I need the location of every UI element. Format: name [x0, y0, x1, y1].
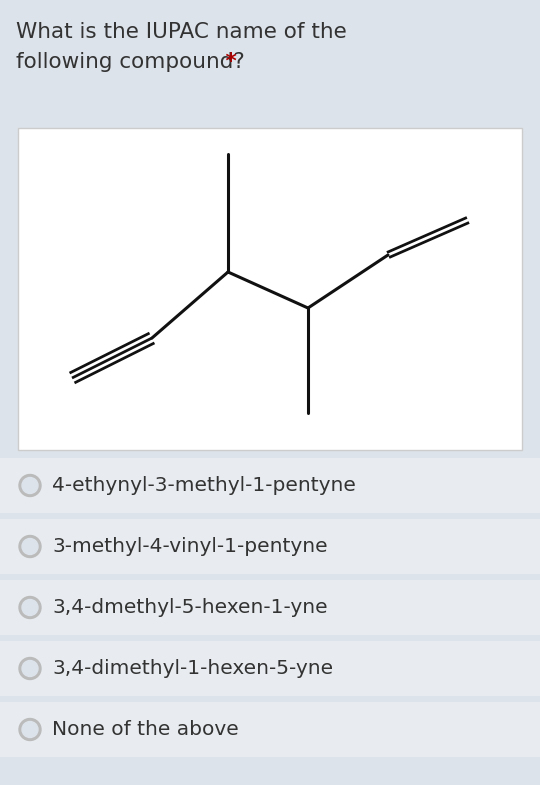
Text: None of the above: None of the above — [52, 720, 239, 739]
Text: 3-methyl-4-vinyl-1-pentyne: 3-methyl-4-vinyl-1-pentyne — [52, 537, 328, 556]
Circle shape — [22, 477, 38, 494]
Text: following compound?: following compound? — [16, 52, 245, 72]
Circle shape — [19, 474, 41, 496]
Circle shape — [22, 600, 38, 615]
Circle shape — [19, 658, 41, 680]
Text: What is the IUPAC name of the: What is the IUPAC name of the — [16, 22, 347, 42]
Circle shape — [22, 539, 38, 554]
Bar — [0, 0, 540, 128]
Bar — [0, 580, 540, 635]
Circle shape — [19, 535, 41, 557]
Text: 4-ethynyl-3-methyl-1-pentyne: 4-ethynyl-3-methyl-1-pentyne — [52, 476, 356, 495]
Bar — [0, 641, 540, 696]
Text: *: * — [218, 52, 237, 72]
Circle shape — [19, 718, 41, 740]
Circle shape — [22, 721, 38, 737]
Bar — [0, 458, 540, 513]
Circle shape — [22, 660, 38, 677]
Text: 3,4-dmethyl-5-hexen-1-yne: 3,4-dmethyl-5-hexen-1-yne — [52, 598, 328, 617]
Bar — [0, 702, 540, 757]
Circle shape — [19, 597, 41, 619]
Bar — [18, 128, 522, 450]
Bar — [0, 519, 540, 574]
Text: 3,4-dimethyl-1-hexen-5-yne: 3,4-dimethyl-1-hexen-5-yne — [52, 659, 333, 678]
